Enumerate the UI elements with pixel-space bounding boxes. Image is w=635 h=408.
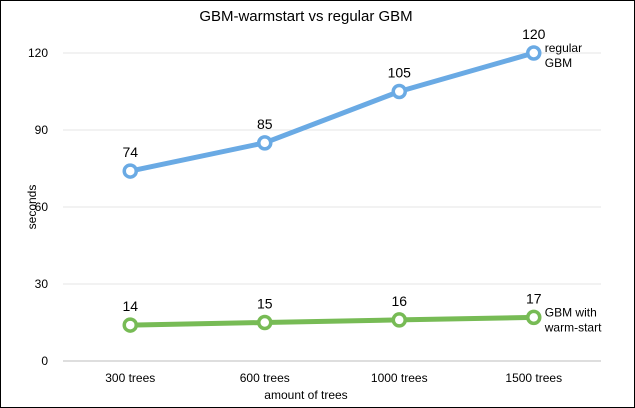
data-point bbox=[122, 163, 138, 179]
data-label: 14 bbox=[122, 298, 138, 314]
data-label: 105 bbox=[388, 65, 412, 81]
data-point bbox=[391, 83, 407, 100]
y-tick-label: 60 bbox=[35, 200, 49, 214]
y-tick-label: 90 bbox=[35, 123, 49, 137]
data-point bbox=[122, 317, 138, 333]
x-axis-label: amount of trees bbox=[264, 388, 347, 402]
x-tick-label: 300 trees bbox=[105, 371, 155, 385]
y-axis-ticks: 0 30 60 90 120 bbox=[28, 46, 48, 368]
series-label-line: GBM bbox=[545, 56, 572, 70]
data-point bbox=[257, 135, 273, 151]
data-label: 74 bbox=[122, 144, 138, 160]
series-label: regular GBM bbox=[545, 41, 582, 70]
x-tick-label: 1500 trees bbox=[505, 371, 562, 385]
series-label-line: GBM with bbox=[545, 305, 597, 319]
y-tick-label: 120 bbox=[28, 46, 48, 60]
data-label: 16 bbox=[391, 293, 407, 309]
y-tick-label: 30 bbox=[35, 277, 49, 291]
y-axis-label: seconds bbox=[25, 185, 39, 230]
data-label: 120 bbox=[522, 26, 546, 42]
x-tick-label: 600 trees bbox=[240, 371, 290, 385]
data-point bbox=[257, 314, 273, 331]
data-label: 85 bbox=[257, 116, 273, 132]
grid bbox=[63, 52, 601, 362]
x-axis-ticks: 300 trees 600 trees 1000 trees 1500 trees bbox=[105, 371, 562, 385]
data-point bbox=[526, 309, 542, 326]
x-tick-label: 1000 trees bbox=[371, 371, 428, 385]
series-line bbox=[127, 314, 537, 328]
series-label: GBM with warm-start bbox=[544, 305, 602, 334]
y-tick-label: 0 bbox=[41, 354, 48, 368]
data-point bbox=[391, 312, 407, 328]
series-line bbox=[127, 50, 537, 174]
data-point bbox=[526, 45, 542, 61]
data-label: 15 bbox=[257, 296, 273, 312]
series-label-line: regular bbox=[545, 41, 582, 55]
chart-title: GBM-warmstart vs regular GBM bbox=[199, 8, 412, 25]
data-label: 17 bbox=[526, 290, 542, 306]
series-label-line: warm-start bbox=[544, 320, 602, 334]
